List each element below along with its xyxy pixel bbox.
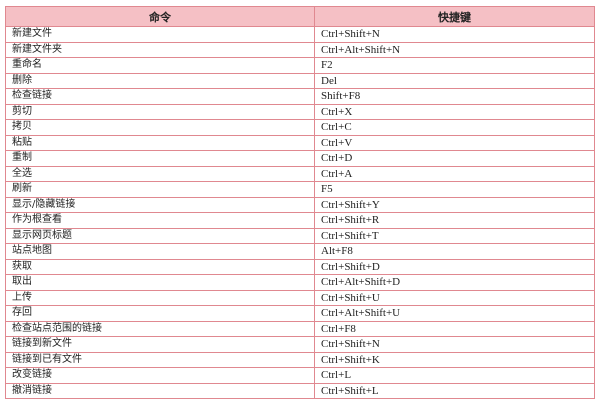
command-cell: 重制	[5, 150, 315, 167]
table-row: 检查站点范围的链接 Ctrl+F8	[5, 320, 595, 337]
table-row: 新建文件夹 Ctrl+Alt+Shift+N	[5, 41, 595, 58]
shortcut-cell: F2	[314, 57, 595, 74]
command-cell: 站点地图	[5, 243, 315, 260]
header-row: 命令 快捷键	[5, 6, 595, 27]
shortcut-cell: Ctrl+Shift+D	[314, 258, 595, 275]
command-cell: 拷贝	[5, 119, 315, 136]
shortcut-cell: Ctrl+F8	[314, 320, 595, 337]
shortcut-cell: Ctrl+D	[314, 150, 595, 167]
table-row: 检查链接 Shift+F8	[5, 88, 595, 105]
table-row: 站点地图 Alt+F8	[5, 243, 595, 260]
command-cell: 获取	[5, 258, 315, 275]
shortcut-cell: Shift+F8	[314, 88, 595, 105]
shortcut-cell: Ctrl+Shift+L	[314, 382, 595, 399]
command-cell: 链接到已有文件	[5, 351, 315, 368]
table-row: 链接到已有文件 Ctrl+Shift+K	[5, 351, 595, 368]
shortcut-cell: Ctrl+C	[314, 119, 595, 136]
shortcut-cell: Ctrl+Shift+N	[314, 26, 595, 43]
shortcut-cell: F5	[314, 181, 595, 198]
shortcut-cell: Ctrl+Alt+Shift+U	[314, 305, 595, 322]
table-row: 全选 Ctrl+A	[5, 165, 595, 182]
command-cell: 撤消链接	[5, 382, 315, 399]
command-cell: 粘贴	[5, 134, 315, 151]
command-cell: 剪切	[5, 103, 315, 120]
table-row: 获取 Ctrl+Shift+D	[5, 258, 595, 275]
command-cell: 全选	[5, 165, 315, 182]
shortcut-cell: Ctrl+Shift+T	[314, 227, 595, 244]
table-row: 存回 Ctrl+Alt+Shift+U	[5, 305, 595, 322]
shortcut-cell: Alt+F8	[314, 243, 595, 260]
table-row: 重制 Ctrl+D	[5, 150, 595, 167]
command-cell: 存回	[5, 305, 315, 322]
shortcut-cell: Ctrl+Shift+Y	[314, 196, 595, 213]
shortcut-cell: Ctrl+V	[314, 134, 595, 151]
shortcut-cell: Ctrl+L	[314, 367, 595, 384]
command-cell: 重命名	[5, 57, 315, 74]
table-row: 显示网页标题 Ctrl+Shift+T	[5, 227, 595, 244]
table-row: 新建文件 Ctrl+Shift+N	[5, 26, 595, 43]
command-cell: 刷新	[5, 181, 315, 198]
table-row: 上传 Ctrl+Shift+U	[5, 289, 595, 306]
table-row: 取出 Ctrl+Alt+Shift+D	[5, 274, 595, 291]
shortcut-cell: Ctrl+Shift+N	[314, 336, 595, 353]
command-cell: 新建文件	[5, 26, 315, 43]
shortcut-cell: Ctrl+Alt+Shift+N	[314, 41, 595, 58]
command-cell: 显示/隐藏链接	[5, 196, 315, 213]
table-row: 作为根查看 Ctrl+Shift+R	[5, 212, 595, 229]
table-row: 撤消链接 Ctrl+Shift+L	[5, 382, 595, 399]
command-cell: 检查站点范围的链接	[5, 320, 315, 337]
table-row: 粘贴 Ctrl+V	[5, 134, 595, 151]
shortcut-table: 命令 快捷键 新建文件 Ctrl+Shift+N 新建文件夹 Ctrl+Alt+Shi…	[5, 6, 595, 399]
command-cell: 显示网页标题	[5, 227, 315, 244]
header-shortcut: 快捷键	[314, 6, 595, 27]
header-command: 命令	[5, 6, 315, 27]
command-cell: 检查链接	[5, 88, 315, 105]
table-row: 拷贝 Ctrl+C	[5, 119, 595, 136]
command-cell: 新建文件夹	[5, 41, 315, 58]
table-row: 重命名 F2	[5, 57, 595, 74]
shortcut-cell: Ctrl+Shift+R	[314, 212, 595, 229]
shortcut-cell: Ctrl+A	[314, 165, 595, 182]
table-row: 删除 Del	[5, 72, 595, 89]
shortcut-cell: Del	[314, 72, 595, 89]
shortcut-cell: Ctrl+Shift+K	[314, 351, 595, 368]
table-row: 显示/隐藏链接 Ctrl+Shift+Y	[5, 196, 595, 213]
table-row: 改变链接 Ctrl+L	[5, 367, 595, 384]
command-cell: 删除	[5, 72, 315, 89]
table-row: 链接到新文件 Ctrl+Shift+N	[5, 336, 595, 353]
command-cell: 取出	[5, 274, 315, 291]
command-cell: 作为根查看	[5, 212, 315, 229]
table-row: 刷新 F5	[5, 181, 595, 198]
shortcut-cell: Ctrl+Shift+U	[314, 289, 595, 306]
command-cell: 上传	[5, 289, 315, 306]
command-cell: 改变链接	[5, 367, 315, 384]
shortcut-cell: Ctrl+X	[314, 103, 595, 120]
shortcut-cell: Ctrl+Alt+Shift+D	[314, 274, 595, 291]
table-row: 剪切 Ctrl+X	[5, 103, 595, 120]
command-cell: 链接到新文件	[5, 336, 315, 353]
